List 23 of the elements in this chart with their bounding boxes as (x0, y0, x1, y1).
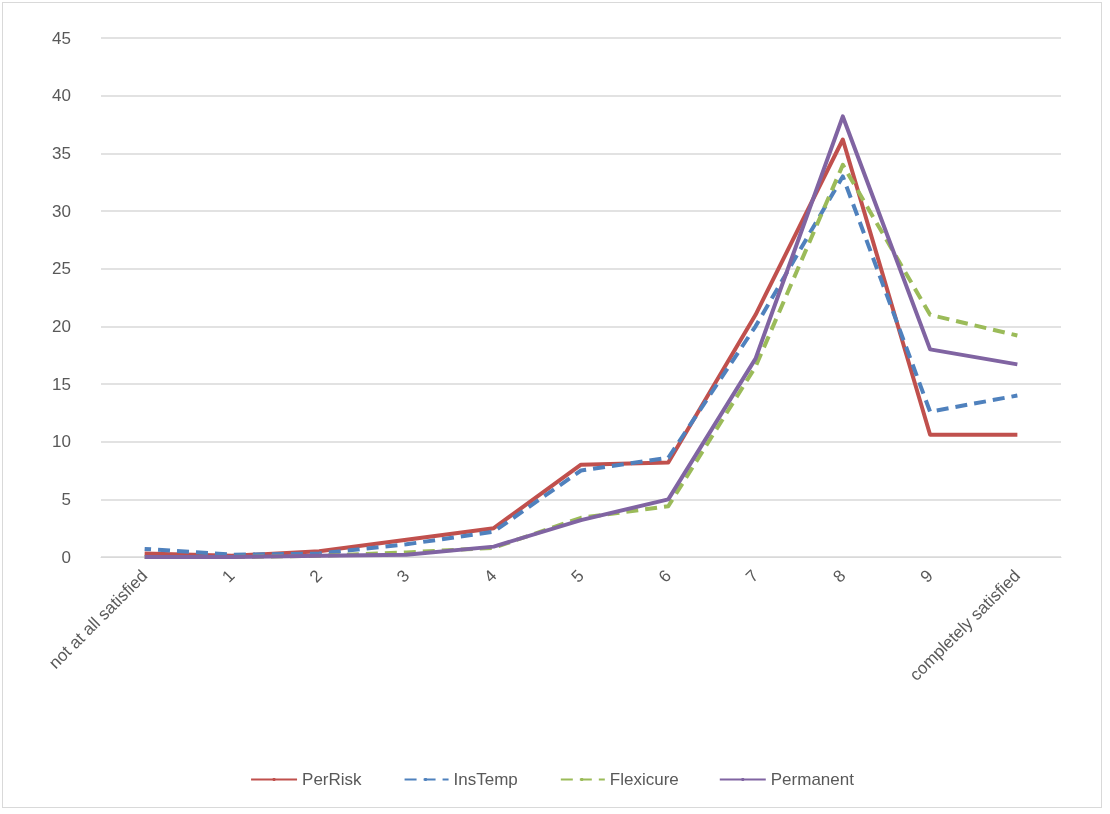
y-tick-label: 30 (52, 201, 71, 221)
legend-label: Flexicure (609, 770, 679, 789)
legend-label: InsTemp (453, 770, 518, 789)
legend-label: PerRisk (302, 770, 363, 789)
y-tick-label: 20 (52, 316, 71, 336)
y-tick-label: 25 (52, 259, 71, 279)
y-tick-label: 45 (52, 28, 71, 48)
x-tick-label: 4 (480, 566, 501, 587)
y-tick-label: 35 (52, 143, 71, 163)
legend-label: Permanent (770, 770, 855, 789)
y-tick-label: 40 (52, 86, 71, 106)
x-tick-label: 8 (829, 566, 850, 587)
x-tick-label: 3 (393, 566, 414, 587)
x-tick-label: 6 (654, 566, 675, 587)
x-tick-label: 2 (305, 566, 326, 587)
x-tick-label: 7 (742, 566, 763, 587)
x-tick-label: 5 (567, 566, 588, 587)
y-tick-label: 0 (61, 547, 71, 567)
y-tick-label: 15 (52, 374, 71, 394)
y-tick-label: 5 (61, 489, 71, 509)
x-tick-label: 9 (916, 566, 937, 587)
y-tick-label: 10 (52, 432, 71, 452)
x-tick-label: 1 (218, 566, 239, 587)
